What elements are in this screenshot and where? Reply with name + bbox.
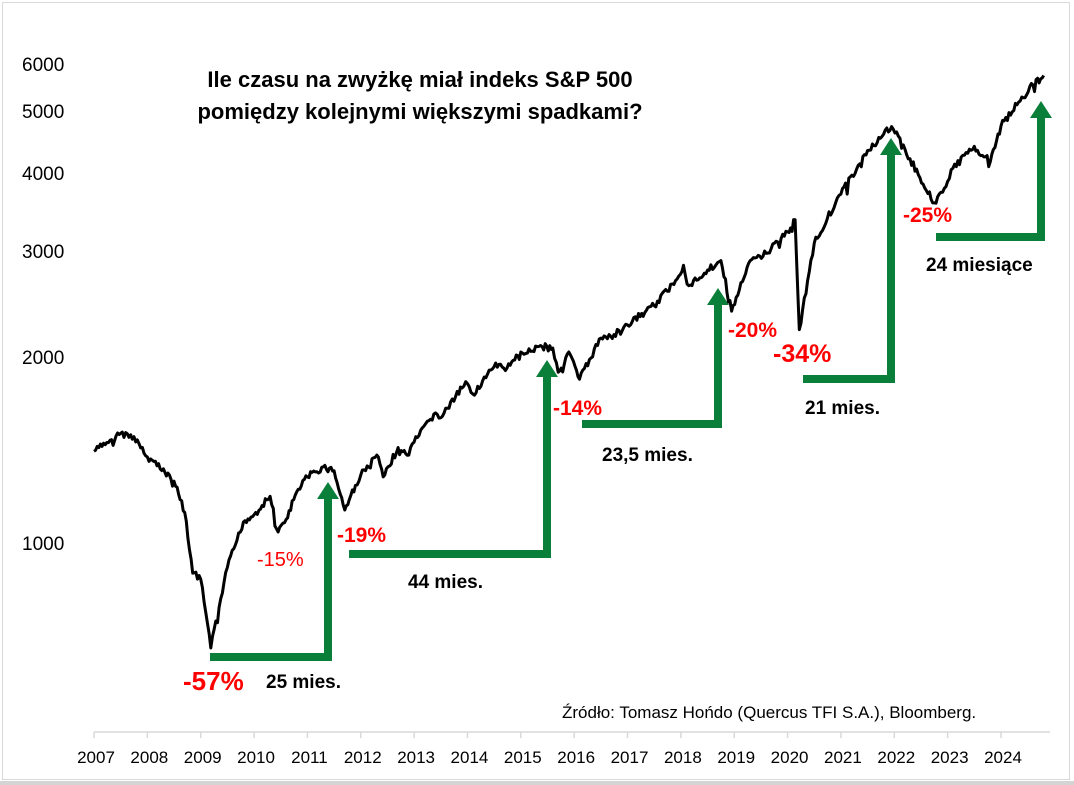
drawdown-label: -15% (257, 549, 304, 571)
x-tick-label: 2019 (717, 748, 756, 767)
y-tick-label: 3000 (22, 242, 65, 263)
x-tick-label: 2016 (557, 748, 596, 767)
duration-label: 21 mies. (805, 398, 880, 419)
drawdown-label: -14% (553, 397, 603, 420)
x-tick-label: 2014 (450, 748, 489, 767)
duration-label: 23,5 mies. (602, 445, 693, 466)
drawdown-label: -20% (728, 319, 778, 342)
y-tick-label: 4000 (22, 164, 65, 185)
y-tick-label: 1000 (22, 534, 65, 555)
drawdown-label: -25% (903, 204, 953, 227)
frame-shadow (0, 781, 1074, 785)
y-tick-label: 2000 (22, 348, 65, 369)
title-line-2: pomiędzy kolejnymi większymi spadkami? (197, 99, 643, 124)
x-tick-label: 2015 (503, 748, 542, 767)
recovery-arrow (803, 138, 902, 383)
drawdown-label: -19% (337, 524, 387, 547)
drawdown-label: -34% (773, 340, 832, 368)
x-tick-label: 2020 (770, 748, 809, 767)
x-tick-label: 2021 (824, 748, 862, 767)
duration-label: 25 mies. (266, 672, 341, 693)
recovery-arrows (210, 101, 1052, 661)
x-tick-label: 2008 (130, 748, 169, 767)
drawdown-label: -57% (183, 666, 244, 696)
x-tick-label: 2012 (343, 748, 382, 767)
x-tick-label: 2018 (663, 748, 702, 767)
x-tick-label: 2013 (397, 748, 436, 767)
sp500-line (93, 74, 1045, 650)
source-note: Źródło: Tomasz Hońdo (Quercus TFI S.A.),… (562, 703, 977, 722)
title-line-1: Ile czasu na zwyżkę miał indeks S&P 500 (207, 67, 633, 92)
recovery-arrow (936, 101, 1052, 241)
recovery-arrow (210, 482, 339, 661)
recovery-arrow (582, 288, 729, 428)
y-tick-label: 6000 (22, 55, 65, 76)
x-tick-label: 2007 (77, 748, 115, 767)
x-axis-ticks (93, 732, 1002, 738)
y-tick-label: 5000 (22, 102, 65, 123)
x-tick-label: 2023 (930, 748, 969, 767)
chart-title: Ile czasu na zwyżkę miał indeks S&P 500 … (140, 64, 700, 128)
x-tick-label: 2009 (183, 748, 222, 767)
x-tick-label: 2011 (291, 748, 328, 767)
duration-label: 24 miesiące (926, 255, 1033, 276)
recovery-arrow (349, 360, 558, 558)
x-tick-label: 2010 (237, 748, 275, 767)
duration-label: 44 mies. (408, 572, 483, 593)
x-tick-label: 2024 (984, 748, 1022, 767)
x-tick-label: 2022 (877, 748, 916, 767)
x-tick-label: 2017 (610, 748, 649, 767)
